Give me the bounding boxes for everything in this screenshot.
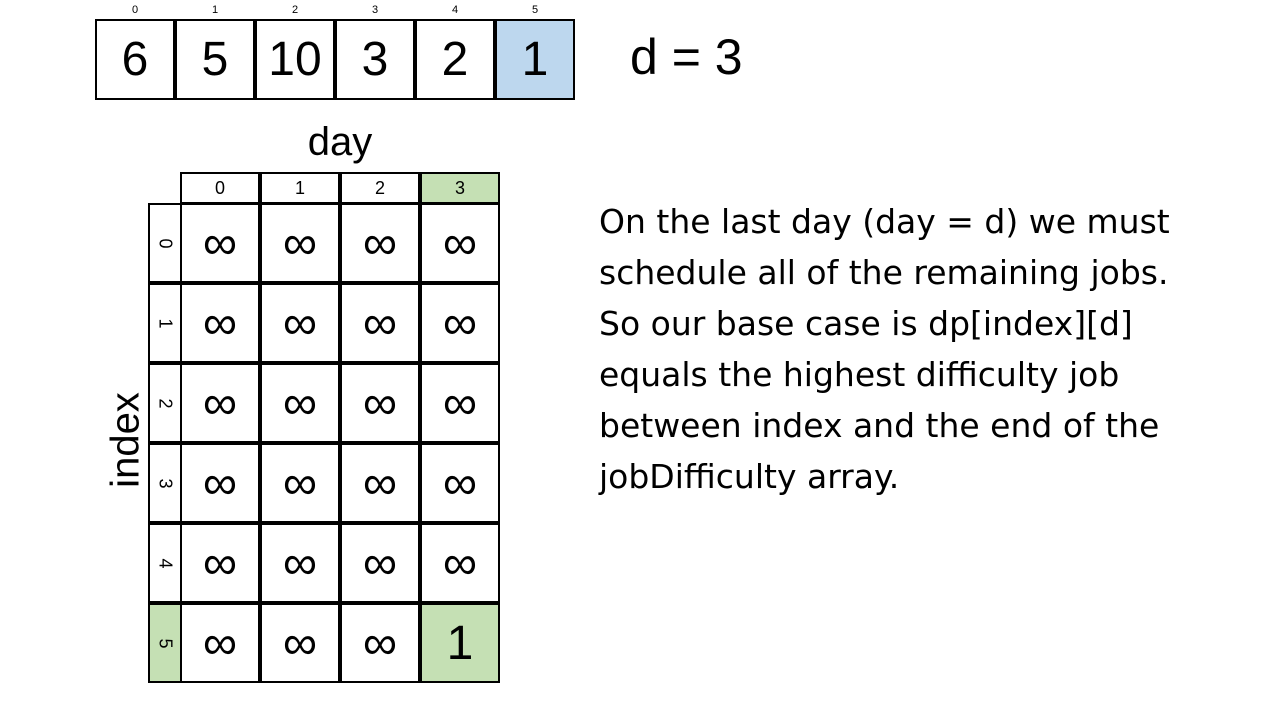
dp-cell: ∞	[340, 283, 420, 363]
dp-cell: ∞	[260, 203, 340, 283]
dp-row-header-label: 1	[155, 317, 176, 329]
dp-row-header: 3	[148, 443, 182, 523]
dp-cell: ∞	[180, 363, 260, 443]
explanation-line: jobDifficulty array.	[599, 457, 900, 496]
dp-cell: ∞	[420, 523, 500, 603]
array-cell: 10	[255, 19, 335, 100]
dp-row-header: 0	[148, 203, 182, 283]
array-cell: 3	[335, 19, 415, 100]
dp-row-header-label: 3	[155, 477, 176, 489]
explanation-text: On the last day (day = d) we must schedu…	[599, 196, 1279, 502]
dp-cell: ∞	[260, 443, 340, 523]
dp-cell: ∞	[420, 443, 500, 523]
array-index-label: 3	[371, 4, 379, 16]
dp-col-title: day	[307, 120, 373, 164]
dp-row-header-label: 4	[155, 557, 176, 569]
dp-row-header: 4	[148, 523, 182, 603]
dp-cell: ∞	[340, 443, 420, 523]
dp-cell: ∞	[340, 523, 420, 603]
array-cell: 1	[495, 19, 575, 100]
array-index-label: 1	[211, 4, 219, 16]
array-cell: 2	[415, 19, 495, 100]
dp-cell: ∞	[340, 603, 420, 683]
dp-cell: ∞	[340, 363, 420, 443]
dp-cell: ∞	[420, 203, 500, 283]
dp-cell: ∞	[420, 283, 500, 363]
dp-cell: ∞	[260, 603, 340, 683]
dp-col-header: 3	[420, 172, 500, 204]
dp-cell: ∞	[340, 203, 420, 283]
array-index-label: 0	[131, 4, 139, 16]
dp-cell: ∞	[180, 603, 260, 683]
dp-col-header: 0	[180, 172, 260, 204]
dp-row-header-label: 5	[155, 637, 176, 649]
explanation-line: So our base case is dp[index][d]	[599, 304, 1133, 343]
array-cell: 6	[95, 19, 175, 100]
dp-row-header: 1	[148, 283, 182, 363]
dp-cell: ∞	[180, 443, 260, 523]
dp-cell: ∞	[260, 363, 340, 443]
dp-col-header: 1	[260, 172, 340, 204]
d-label: d = 3	[630, 29, 743, 85]
explanation-line: between index and the end of the	[599, 406, 1160, 445]
dp-cell: ∞	[180, 523, 260, 603]
dp-row-header: 2	[148, 363, 182, 443]
explanation-line: schedule all of the remaining jobs.	[599, 253, 1169, 292]
dp-row-title: index	[103, 392, 148, 488]
array-index-label: 2	[291, 4, 299, 16]
dp-cell: ∞	[180, 203, 260, 283]
dp-cell: ∞	[420, 363, 500, 443]
array-cell: 5	[175, 19, 255, 100]
dp-cell: ∞	[180, 283, 260, 363]
dp-col-header: 2	[340, 172, 420, 204]
dp-row-header: 5	[148, 603, 182, 683]
array-index-label: 5	[531, 4, 539, 16]
dp-row-header-label: 2	[155, 397, 176, 409]
array-index-label: 4	[451, 4, 459, 16]
explanation-line: equals the highest difficulty job	[599, 355, 1120, 394]
dp-cell: 1	[420, 603, 500, 683]
dp-cell: ∞	[260, 283, 340, 363]
dp-row-header-label: 0	[155, 237, 176, 249]
dp-cell: ∞	[260, 523, 340, 603]
explanation-line: On the last day (day = d) we must	[599, 202, 1170, 241]
